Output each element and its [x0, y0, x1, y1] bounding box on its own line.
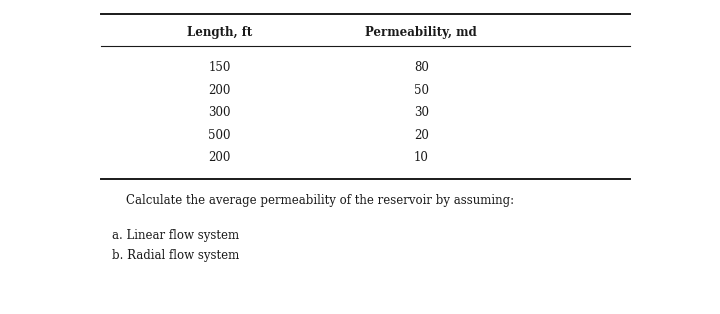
Text: 200: 200: [208, 151, 231, 165]
Text: b. Radial flow system: b. Radial flow system: [112, 249, 239, 263]
Text: Permeability, md: Permeability, md: [365, 26, 477, 40]
Text: 200: 200: [208, 84, 231, 97]
Text: 30: 30: [414, 106, 428, 119]
Text: 500: 500: [208, 129, 231, 142]
Text: Length, ft: Length, ft: [187, 26, 252, 40]
Text: a. Linear flow system: a. Linear flow system: [112, 229, 239, 242]
Text: 50: 50: [414, 84, 428, 97]
Text: 300: 300: [208, 106, 231, 119]
Text: 80: 80: [414, 61, 428, 74]
Text: 10: 10: [414, 151, 428, 165]
Text: 20: 20: [414, 129, 428, 142]
Text: Calculate the average permeability of the reservoir by assuming:: Calculate the average permeability of th…: [126, 194, 514, 208]
Text: 150: 150: [208, 61, 231, 74]
